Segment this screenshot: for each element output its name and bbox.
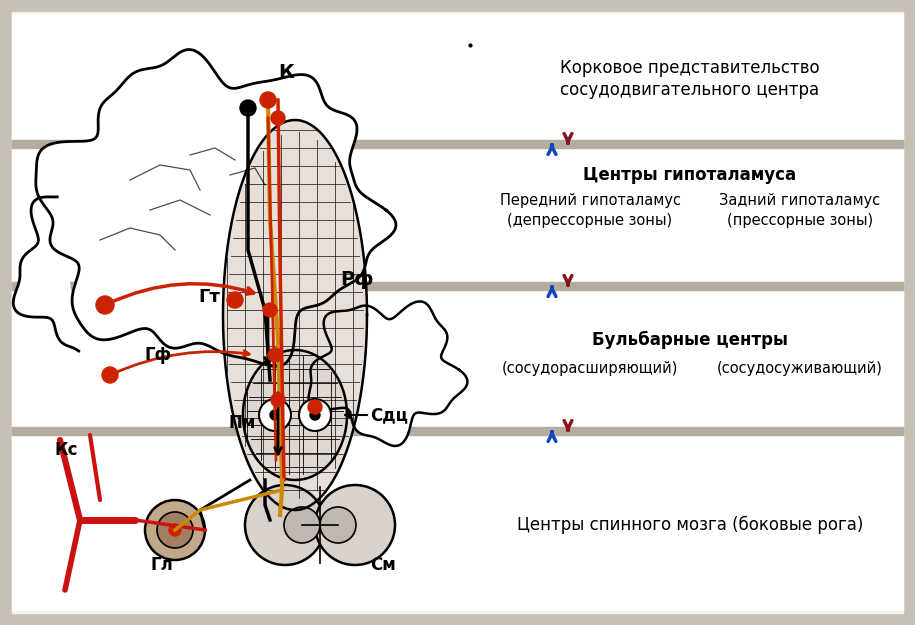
Bar	[12, 148, 903, 282]
Text: Бульбарные центры: Бульбарные центры	[592, 331, 788, 349]
Circle shape	[310, 410, 320, 420]
Text: Рф: Рф	[340, 270, 373, 289]
Circle shape	[308, 400, 322, 414]
Circle shape	[145, 500, 205, 560]
Polygon shape	[36, 49, 396, 366]
Circle shape	[245, 485, 325, 565]
Circle shape	[315, 485, 395, 565]
Text: (сосудорасширяющий): (сосудорасширяющий)	[501, 361, 678, 376]
Text: (сосудосуживающий): (сосудосуживающий)	[717, 361, 883, 376]
Polygon shape	[223, 120, 367, 510]
Text: (депрессорные зоны): (депрессорные зоны)	[508, 213, 673, 228]
Bar	[12, 14, 903, 140]
Text: Кс: Кс	[55, 441, 79, 459]
Text: Центры спинного мозга (боковые рога): Центры спинного мозга (боковые рога)	[517, 516, 863, 534]
Circle shape	[260, 92, 276, 108]
Bar	[12, 427, 903, 435]
Text: Гф: Гф	[145, 346, 172, 364]
Text: (прессорные зоны): (прессорные зоны)	[727, 213, 873, 228]
Text: Передний гипоталамус: Передний гипоталамус	[500, 192, 681, 208]
Text: К: К	[278, 63, 294, 82]
Text: Задний гипоталамус: Задний гипоталамус	[719, 192, 880, 208]
Circle shape	[96, 296, 114, 314]
Circle shape	[227, 292, 243, 308]
Text: Пм: Пм	[228, 414, 255, 432]
Text: Корковое представительство: Корковое представительство	[560, 59, 820, 77]
Bar	[12, 140, 903, 148]
Text: сосудодвигательного центра: сосудодвигательного центра	[560, 81, 820, 99]
Circle shape	[271, 111, 285, 125]
Text: Гл: Гл	[150, 556, 173, 574]
Circle shape	[259, 399, 291, 431]
Circle shape	[270, 410, 280, 420]
Bar	[12, 435, 903, 610]
Text: Сдц: Сдц	[370, 406, 408, 424]
Polygon shape	[243, 350, 347, 480]
Circle shape	[271, 393, 285, 407]
Circle shape	[268, 348, 282, 362]
Circle shape	[240, 100, 256, 116]
Polygon shape	[14, 197, 79, 351]
Bar	[12, 282, 903, 290]
Circle shape	[299, 399, 331, 431]
Circle shape	[102, 367, 118, 383]
Circle shape	[284, 507, 320, 543]
Circle shape	[320, 507, 356, 543]
Bar	[12, 290, 903, 427]
Text: Центры гипоталамуса: Центры гипоталамуса	[584, 166, 797, 184]
Polygon shape	[308, 301, 468, 446]
Text: Гт: Гт	[198, 288, 220, 306]
Text: См: См	[370, 556, 396, 574]
Circle shape	[263, 303, 277, 317]
Circle shape	[169, 524, 181, 536]
Circle shape	[157, 512, 193, 548]
